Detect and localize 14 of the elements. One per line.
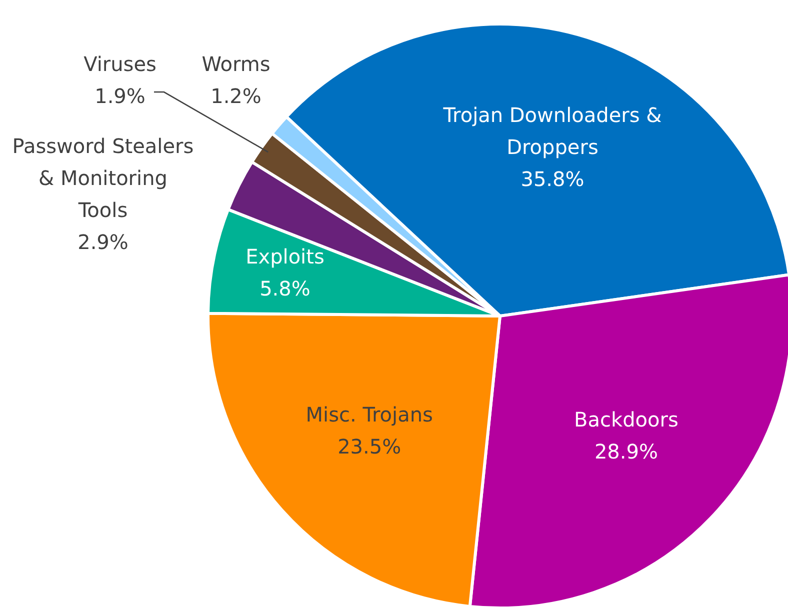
data-label: 1.9% (94, 84, 146, 108)
slice-label: Misc. Trojans (306, 403, 433, 428)
slice-label: Trojan Downloaders & Droppers (442, 103, 662, 160)
slice-label: Worms (202, 52, 270, 76)
data-label: 23.5% (338, 435, 402, 460)
slice-label: Viruses (84, 52, 156, 76)
data-label: 5.8% (260, 276, 310, 301)
slice-label: Exploits (246, 244, 324, 269)
data-label: 2.9% (78, 230, 128, 254)
data-label: 35.8% (520, 167, 584, 192)
slice-label: Password Stealers & Monitoring Tools (12, 134, 194, 222)
data-label: 28.9% (594, 440, 658, 464)
slice-label: Backdoors (574, 408, 678, 432)
data-label: 1.2% (210, 84, 262, 108)
